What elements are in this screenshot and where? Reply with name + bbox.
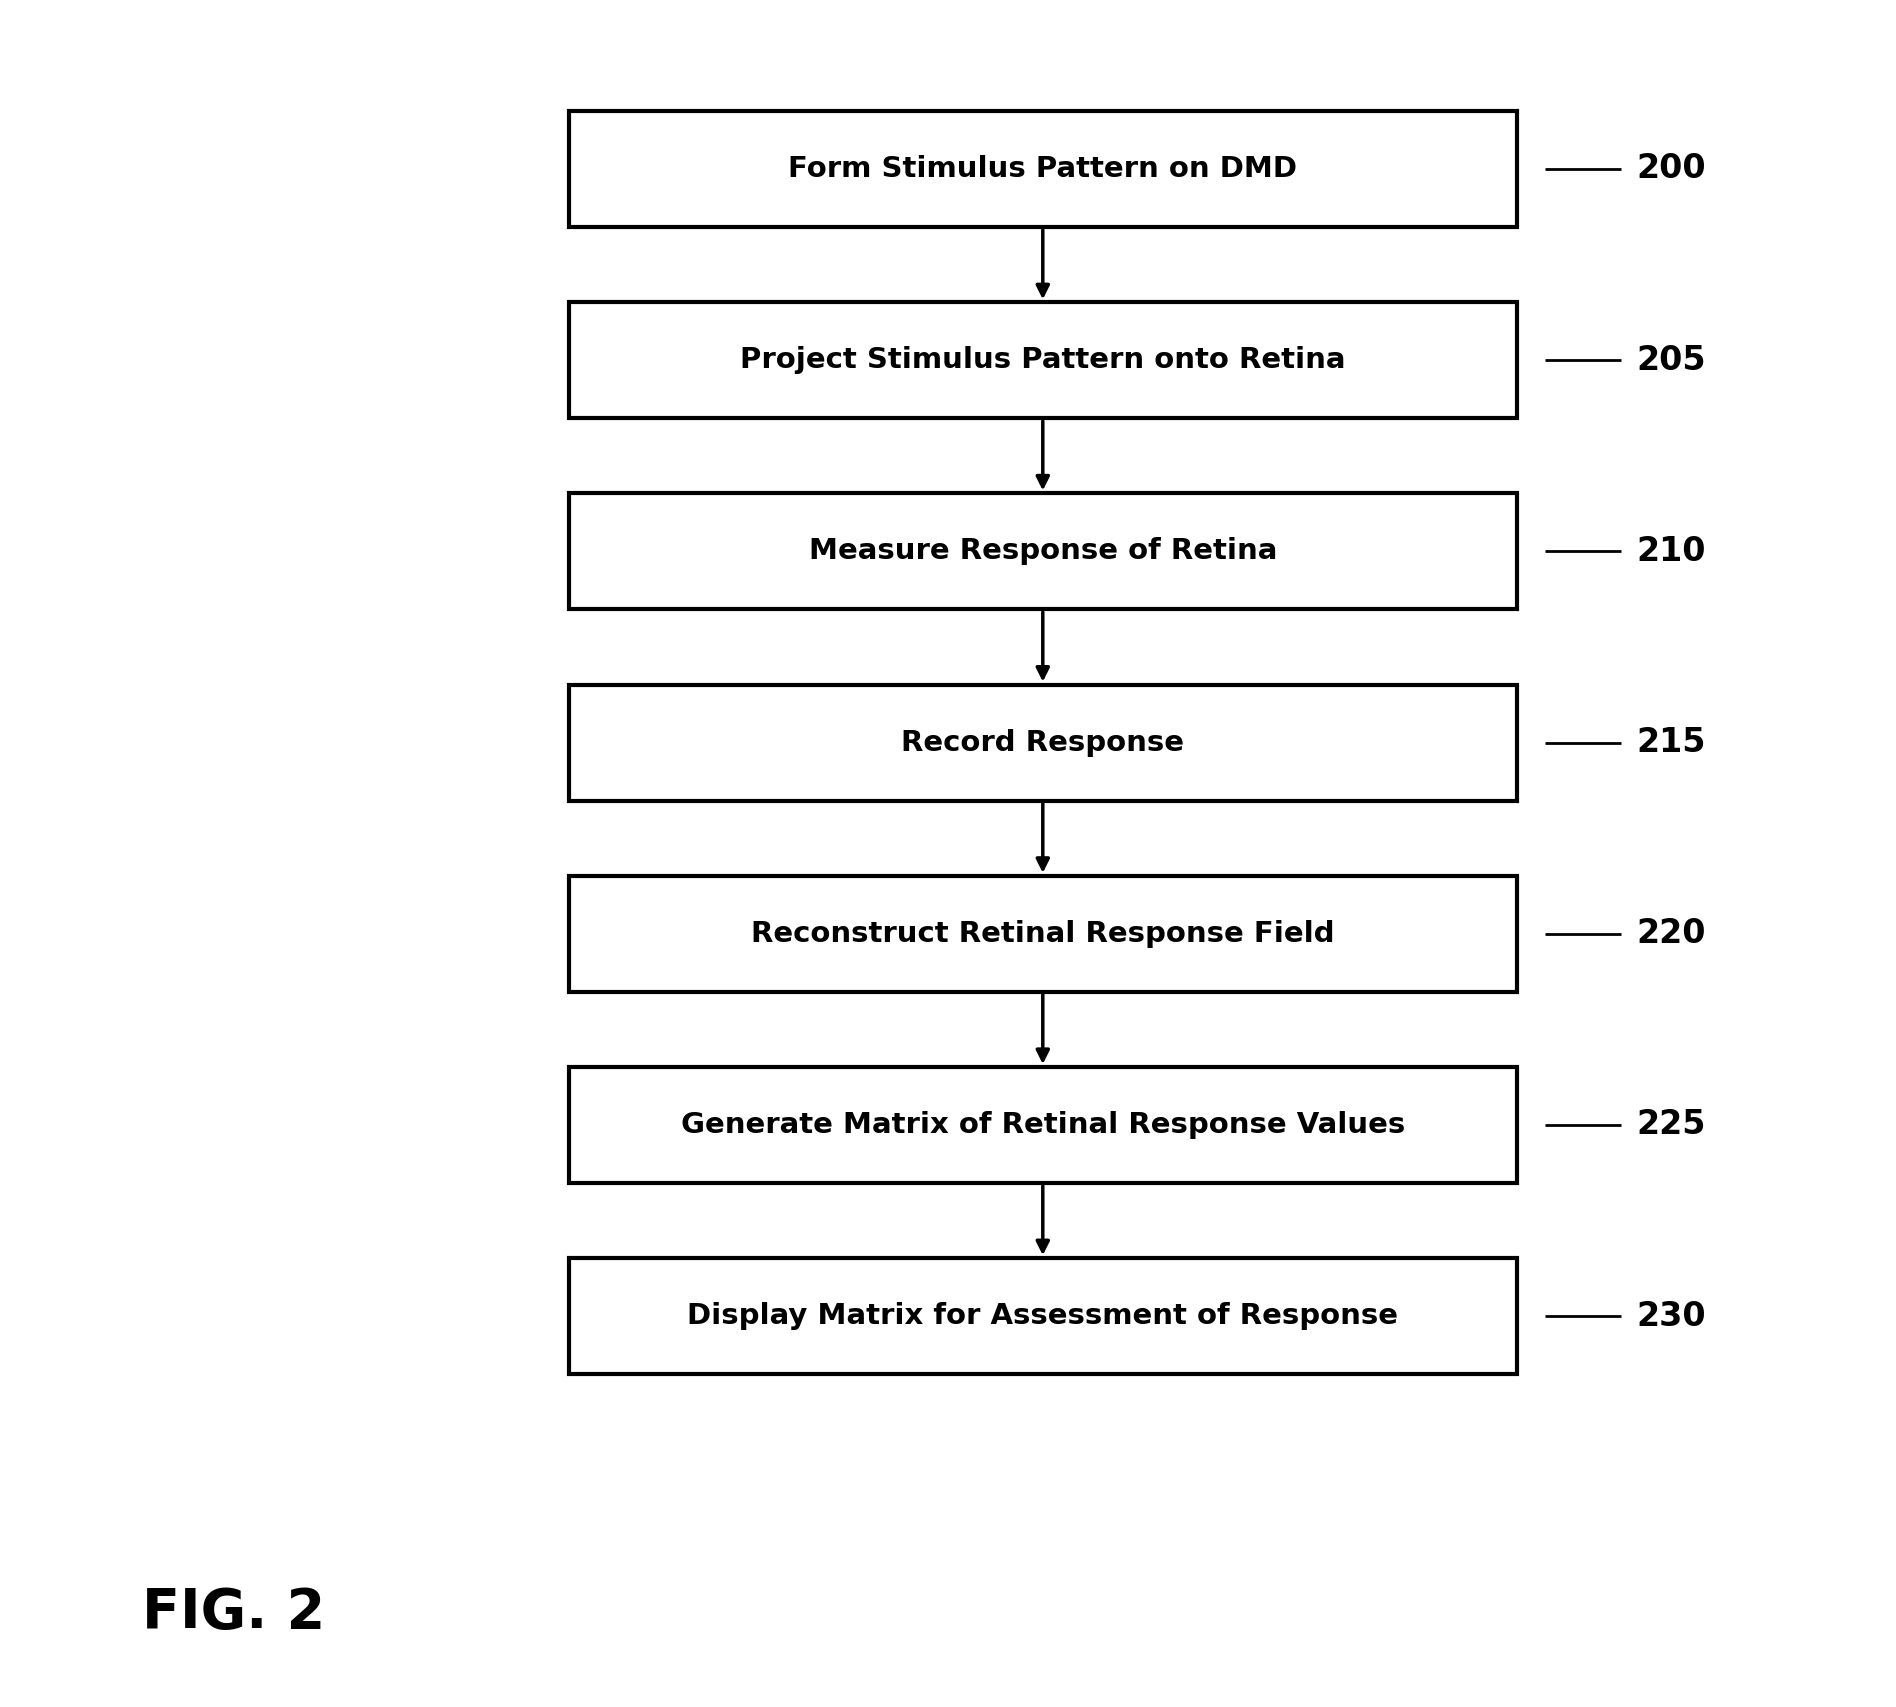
FancyBboxPatch shape xyxy=(569,302,1517,418)
FancyBboxPatch shape xyxy=(569,876,1517,992)
Text: 210: 210 xyxy=(1636,534,1706,568)
Text: Form Stimulus Pattern on DMD: Form Stimulus Pattern on DMD xyxy=(789,155,1297,183)
Text: Reconstruct Retinal Response Field: Reconstruct Retinal Response Field xyxy=(751,920,1335,947)
Text: Project Stimulus Pattern onto Retina: Project Stimulus Pattern onto Retina xyxy=(739,347,1346,374)
Text: 215: 215 xyxy=(1636,725,1706,760)
Text: 230: 230 xyxy=(1636,1299,1706,1333)
Text: Generate Matrix of Retinal Response Values: Generate Matrix of Retinal Response Valu… xyxy=(681,1111,1405,1139)
Text: Record Response: Record Response xyxy=(901,729,1185,756)
Text: 200: 200 xyxy=(1636,152,1706,186)
FancyBboxPatch shape xyxy=(569,685,1517,801)
FancyBboxPatch shape xyxy=(569,1258,1517,1374)
Text: 220: 220 xyxy=(1636,917,1706,951)
FancyBboxPatch shape xyxy=(569,493,1517,609)
Text: 225: 225 xyxy=(1636,1108,1706,1142)
Text: Measure Response of Retina: Measure Response of Retina xyxy=(808,538,1278,565)
FancyBboxPatch shape xyxy=(569,1067,1517,1183)
Text: FIG. 2: FIG. 2 xyxy=(142,1586,326,1640)
Text: 205: 205 xyxy=(1636,343,1706,377)
FancyBboxPatch shape xyxy=(569,111,1517,227)
Text: Display Matrix for Assessment of Response: Display Matrix for Assessment of Respons… xyxy=(688,1302,1399,1330)
